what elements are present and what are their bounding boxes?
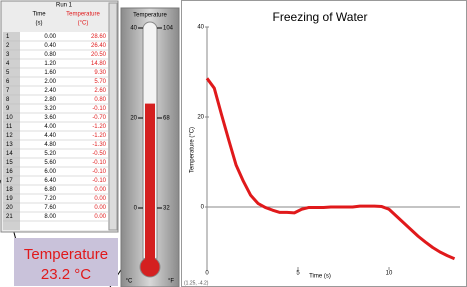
cell: 3.60 [44, 115, 56, 121]
cell: 2.80 [44, 97, 56, 103]
cell: 0.80 [44, 52, 56, 58]
cell: 5.20 [44, 151, 56, 157]
unit-label: °C [126, 279, 133, 285]
fahrenheit-tick-label: 32 [163, 206, 170, 212]
column-name: Time [32, 12, 46, 18]
cell: 0.00 [44, 34, 56, 40]
cell: 0.40 [44, 43, 56, 49]
row-number: 21 [6, 214, 13, 220]
row-number: 18 [6, 187, 13, 193]
column-name: Temperature [66, 12, 100, 18]
cell: 5.70 [94, 79, 106, 85]
x-axis-label: Time (s) [309, 274, 331, 280]
cell: -1.20 [92, 124, 106, 130]
cell: 1.60 [44, 70, 56, 76]
row-number: 13 [6, 142, 13, 148]
y-axis-label: Temperature (°C) [190, 127, 196, 173]
column-unit: (°C) [78, 21, 89, 27]
cell: 6.40 [44, 178, 56, 184]
cell: -0.50 [92, 151, 106, 157]
cell: 1.20 [44, 61, 56, 67]
cell: 7.60 [44, 205, 56, 211]
celsius-tick-label: 40 [130, 26, 137, 32]
row-number: 20 [6, 205, 13, 211]
cell: 14.80 [91, 61, 107, 67]
cell: 9.30 [94, 70, 106, 76]
cell: 20.50 [91, 52, 107, 58]
cell: 0.80 [94, 97, 106, 103]
screen: Run 1 Time (s) Temperature (°C) 10.0028.… [0, 0, 467, 287]
chart-title: Freezing of Water [273, 10, 368, 24]
row-number: 11 [6, 124, 13, 130]
graph-panel [182, 1, 467, 287]
y-tick-label: 40 [197, 25, 204, 31]
cell: -0.10 [92, 169, 106, 175]
row-number: 19 [6, 196, 13, 202]
row-number: 14 [6, 151, 13, 157]
cell: 2.60 [94, 88, 106, 94]
row-number: 17 [6, 178, 13, 184]
cell: 26.40 [91, 43, 107, 49]
cell: 4.40 [44, 133, 56, 139]
cell: 0.00 [94, 214, 106, 220]
cell: 2.40 [44, 88, 56, 94]
y-tick-label: 20 [197, 115, 204, 121]
cell: 28.60 [91, 34, 107, 40]
cell: 0.00 [94, 187, 106, 193]
fahrenheit-tick-label: 68 [163, 116, 170, 122]
cell: 0.00 [94, 196, 106, 202]
cell: -1.20 [92, 133, 106, 139]
cell: 8.00 [44, 214, 56, 220]
cell: 3.20 [44, 106, 56, 112]
cell: 5.60 [44, 160, 56, 166]
cell: 6.00 [44, 169, 56, 175]
mercury [145, 104, 155, 265]
row-number: 16 [6, 169, 13, 175]
cell: 2.00 [44, 79, 56, 85]
cell: 0.00 [94, 205, 106, 211]
column-unit: (s) [36, 21, 43, 27]
meter-label: Temperature [24, 246, 108, 263]
x-tick-label: 10 [386, 271, 393, 277]
thermometer-title: Temperature [133, 13, 167, 19]
cell: -0.10 [92, 106, 106, 112]
run-label: Run 1 [56, 3, 73, 9]
cell: -0.10 [92, 178, 106, 184]
cell: 7.20 [44, 196, 56, 202]
cell: -0.10 [92, 160, 106, 166]
scrollbar[interactable] [109, 3, 117, 230]
cell: -1.30 [92, 142, 106, 148]
row-number: 12 [6, 133, 13, 139]
cell: 4.00 [44, 124, 56, 130]
fahrenheit-tick-label: 104 [163, 26, 174, 32]
row-number: 15 [6, 160, 13, 166]
unit-label: °F [168, 279, 174, 285]
meter-reading: 23.2 °C [41, 266, 91, 283]
cell: 6.80 [44, 187, 56, 193]
cell: -0.70 [92, 115, 106, 121]
celsius-tick-label: 20 [130, 116, 137, 122]
row-number: 10 [6, 115, 13, 121]
coordinate-readout: (1.25, -4.2) [184, 280, 209, 286]
cell: 4.80 [44, 142, 56, 148]
